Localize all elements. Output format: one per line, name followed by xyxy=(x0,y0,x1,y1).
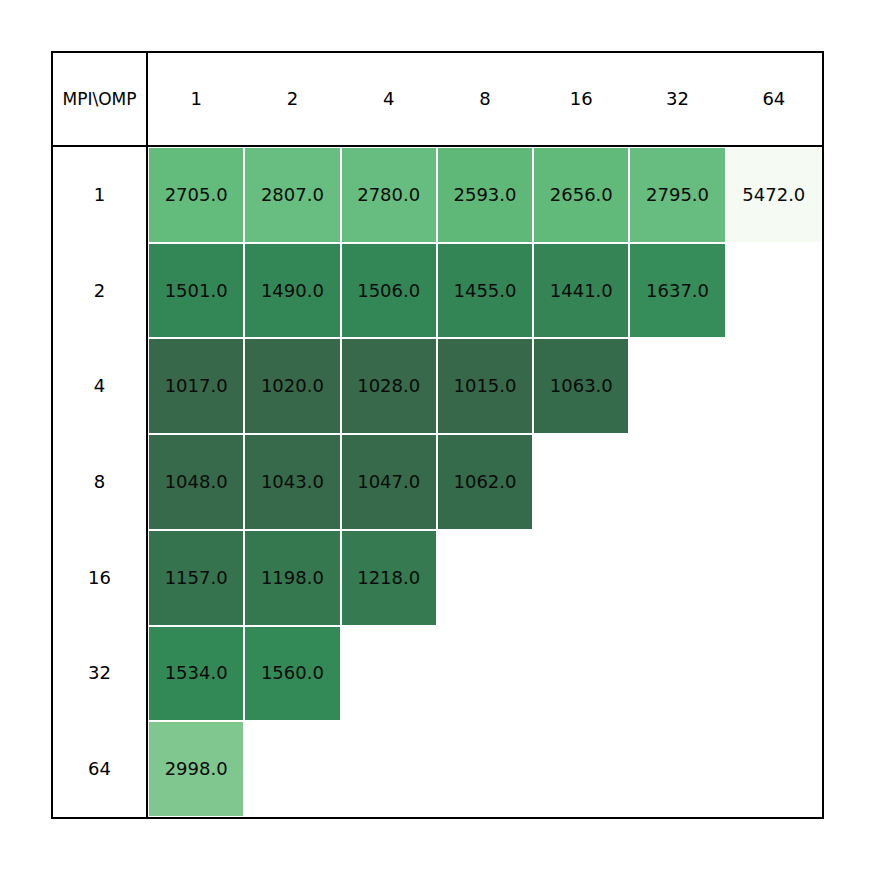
column-header-32: 32 xyxy=(629,53,725,147)
column-header-64: 64 xyxy=(726,53,822,147)
heatmap-cell-mpi2-omp8: 1455.0 xyxy=(437,243,533,339)
empty-cell xyxy=(629,434,725,530)
heatmap-cell-mpi1-omp32: 2795.0 xyxy=(629,147,725,243)
empty-cell xyxy=(437,530,533,626)
empty-cell xyxy=(533,721,629,817)
column-header-2: 2 xyxy=(244,53,340,147)
row-label-32: 32 xyxy=(53,626,148,722)
heatmap-cell-mpi1-omp2: 2807.0 xyxy=(244,147,340,243)
empty-cell xyxy=(726,338,822,434)
heatmap-cell-mpi16-omp2: 1198.0 xyxy=(244,530,340,626)
empty-cell xyxy=(629,626,725,722)
heatmap-cell-mpi4-omp2: 1020.0 xyxy=(244,338,340,434)
heatmap-cell-mpi2-omp16: 1441.0 xyxy=(533,243,629,339)
empty-cell xyxy=(533,434,629,530)
heatmap-cell-mpi4-omp8: 1015.0 xyxy=(437,338,533,434)
row-label-2: 2 xyxy=(53,243,148,339)
heatmap-cell-mpi1-omp4: 2780.0 xyxy=(341,147,437,243)
empty-cell xyxy=(341,626,437,722)
heatmap-cell-mpi8-omp4: 1047.0 xyxy=(341,434,437,530)
empty-cell xyxy=(629,530,725,626)
row-label-64: 64 xyxy=(53,721,148,817)
empty-cell xyxy=(629,721,725,817)
mpi-omp-heatmap: MPI\OMP 124816326412705.02807.02780.0259… xyxy=(51,51,824,819)
empty-cell xyxy=(726,721,822,817)
empty-cell xyxy=(244,721,340,817)
heatmap-cell-mpi16-omp1: 1157.0 xyxy=(148,530,244,626)
column-header-1: 1 xyxy=(148,53,244,147)
heatmap-cell-mpi1-omp8: 2593.0 xyxy=(437,147,533,243)
empty-cell xyxy=(437,626,533,722)
row-label-1: 1 xyxy=(53,147,148,243)
heatmap-cell-mpi8-omp1: 1048.0 xyxy=(148,434,244,530)
heatmap-cell-mpi32-omp2: 1560.0 xyxy=(244,626,340,722)
empty-cell xyxy=(437,721,533,817)
empty-cell xyxy=(726,626,822,722)
column-header-4: 4 xyxy=(341,53,437,147)
row-label-4: 4 xyxy=(53,338,148,434)
heatmap-cell-mpi16-omp4: 1218.0 xyxy=(341,530,437,626)
row-label-16: 16 xyxy=(53,530,148,626)
heatmap-cell-mpi32-omp1: 1534.0 xyxy=(148,626,244,722)
heatmap-cell-mpi4-omp4: 1028.0 xyxy=(341,338,437,434)
heatmap-cell-mpi2-omp2: 1490.0 xyxy=(244,243,340,339)
heatmap-cell-mpi8-omp8: 1062.0 xyxy=(437,434,533,530)
heatmap-cell-mpi2-omp1: 1501.0 xyxy=(148,243,244,339)
heatmap-cell-mpi1-omp64: 5472.0 xyxy=(726,147,822,243)
empty-cell xyxy=(726,434,822,530)
heatmap-cell-mpi64-omp1: 2998.0 xyxy=(148,721,244,817)
heatmap-cell-mpi8-omp2: 1043.0 xyxy=(244,434,340,530)
empty-cell xyxy=(341,721,437,817)
heatmap-cell-mpi4-omp16: 1063.0 xyxy=(533,338,629,434)
row-label-8: 8 xyxy=(53,434,148,530)
empty-cell xyxy=(726,530,822,626)
column-header-16: 16 xyxy=(533,53,629,147)
heatmap-cell-mpi4-omp1: 1017.0 xyxy=(148,338,244,434)
empty-cell xyxy=(726,243,822,339)
empty-cell xyxy=(533,530,629,626)
heatmap-cell-mpi2-omp32: 1637.0 xyxy=(629,243,725,339)
figure-canvas: MPI\OMP 124816326412705.02807.02780.0259… xyxy=(0,0,875,870)
empty-cell xyxy=(533,626,629,722)
heatmap-cell-mpi2-omp4: 1506.0 xyxy=(341,243,437,339)
heatmap-cell-mpi1-omp1: 2705.0 xyxy=(148,147,244,243)
empty-cell xyxy=(629,338,725,434)
column-header-8: 8 xyxy=(437,53,533,147)
heatmap-cell-mpi1-omp16: 2656.0 xyxy=(533,147,629,243)
corner-header: MPI\OMP xyxy=(53,53,148,147)
